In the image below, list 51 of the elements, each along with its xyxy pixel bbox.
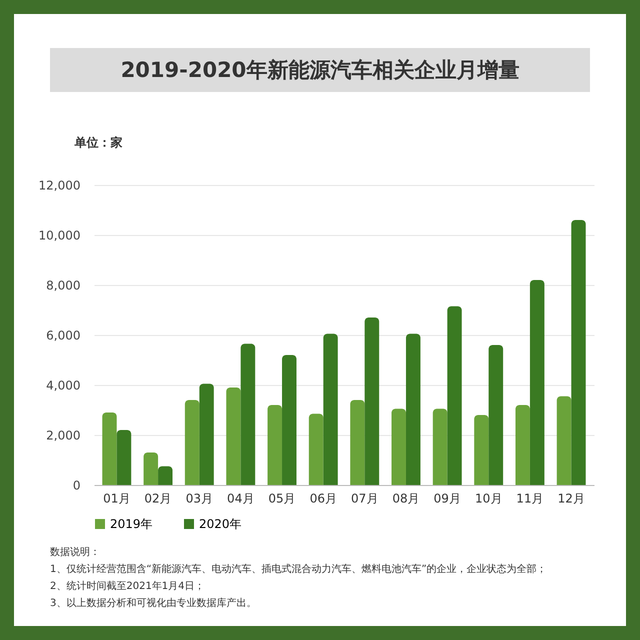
y-axis-title: 单位：家 — [74, 136, 122, 150]
bar — [530, 280, 544, 485]
x-tick-label: 04月 — [227, 492, 254, 506]
x-tick-label: 07月 — [351, 492, 378, 506]
bar — [158, 466, 173, 485]
y-tick-label: 0 — [72, 478, 80, 492]
x-tick-label: 09月 — [434, 492, 461, 506]
x-tick-label: 08月 — [392, 492, 420, 506]
text: 3、以上数据分析和可视化由专业数据库产出。 — [50, 596, 258, 611]
bar — [571, 220, 586, 485]
bar — [199, 384, 214, 485]
bar — [184, 400, 200, 485]
x-tick-label: 11月 — [516, 492, 544, 506]
bar — [515, 405, 530, 485]
legend-label: 2019年 — [110, 517, 153, 531]
bar — [240, 344, 256, 485]
x-tick-label: 02月 — [144, 492, 172, 506]
text: 数据说明： — [50, 546, 101, 560]
bar — [268, 405, 282, 485]
y-tick-label: 2,000 — [46, 428, 80, 442]
bar — [350, 400, 365, 485]
x-tick-label: 05月 — [268, 492, 296, 506]
x-tick-label: 12月 — [558, 492, 585, 506]
bar — [447, 306, 462, 485]
legend-label: 2020年 — [199, 517, 242, 531]
y-tick-label: 10,000 — [38, 228, 80, 242]
text: 2、统计时间截至2021年1月4日； — [50, 580, 206, 594]
bar — [474, 415, 489, 485]
y-tick-label: 8,000 — [46, 278, 80, 292]
bar — [406, 334, 420, 485]
bar — [102, 412, 117, 485]
text: 1、仅统计经营范围含“新能源汽车、电动汽车、插电式混合动力汽车、燃料电池汽车”的企业，企业状态为全部； — [50, 562, 548, 577]
bar — [432, 408, 448, 485]
bar — [556, 396, 572, 485]
bar — [308, 414, 324, 485]
bar — [282, 355, 296, 485]
y-tick-label: 4,000 — [46, 378, 80, 392]
y-tick-label: 12,000 — [38, 178, 80, 192]
y-tick-label: 6,000 — [46, 328, 80, 342]
bar — [144, 452, 158, 485]
bar — [364, 318, 380, 485]
x-tick-label: 03月 — [186, 492, 214, 506]
x-tick-label: 10月 — [474, 492, 502, 506]
bar — [226, 388, 241, 485]
bar — [323, 334, 338, 485]
bar — [116, 430, 132, 485]
bar — [392, 408, 406, 485]
x-tick-label: 06月 — [310, 492, 337, 506]
chart-title: 2019-2020年新能源汽车相关企业月增量 — [50, 48, 590, 92]
bar — [488, 345, 504, 485]
x-tick-label: 01月 — [103, 492, 130, 506]
